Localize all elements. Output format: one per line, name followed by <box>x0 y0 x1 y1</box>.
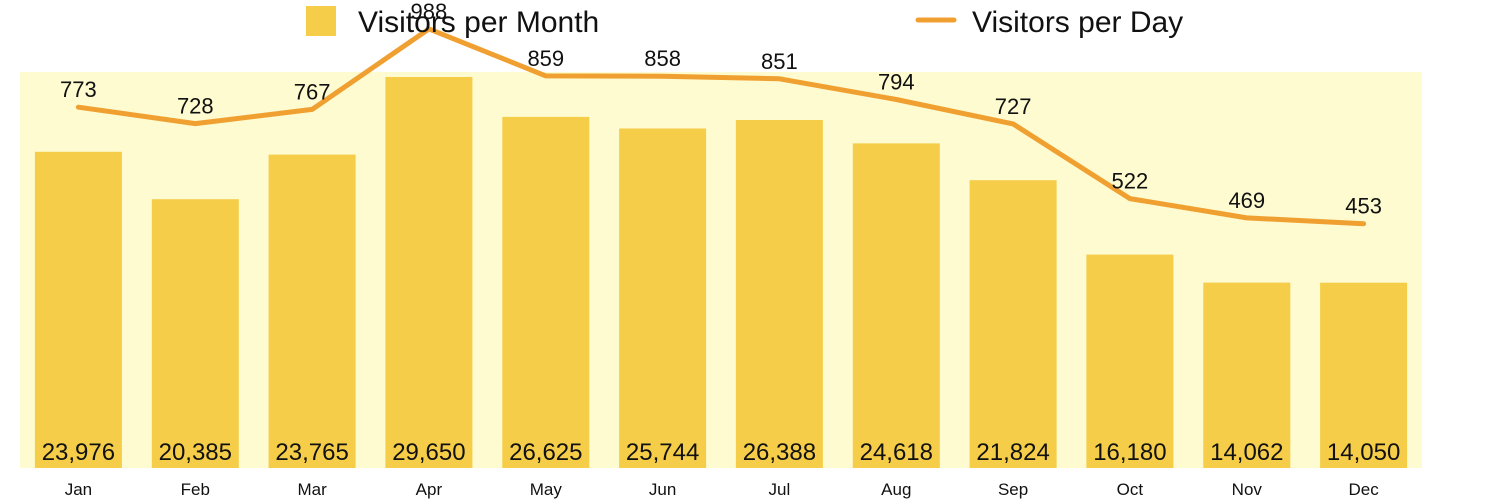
x-axis-ticks: Jan Feb Mar Apr May Jun Jul Aug Sep Oct Nov Dec <box>65 480 1380 499</box>
x-tick-label-jun: Jun <box>649 480 676 499</box>
x-tick-label-apr: Apr <box>416 480 443 499</box>
bar-value-label-apr: 29,650 <box>392 439 465 466</box>
x-tick-label-feb: Feb <box>181 480 210 499</box>
bar-labels: 23,976 20,385 23,765 29,650 26,625 25,744 26,3… <box>42 439 1401 466</box>
bar-value-label-feb: 20,385 <box>159 439 232 466</box>
bar-aug <box>852 143 940 468</box>
bar-value-label-nov: 14,062 <box>1210 439 1283 466</box>
x-tick-label-jan: Jan <box>65 480 92 499</box>
bar-value-label-dec: 14,050 <box>1327 439 1400 466</box>
bar-series <box>34 77 1408 469</box>
x-tick-label-mar: Mar <box>297 480 327 499</box>
bar-may <box>502 116 590 469</box>
line-value-label-oct: 522 <box>1112 169 1149 194</box>
line-value-label-jan: 773 <box>60 77 97 102</box>
bar-value-label-aug: 24,618 <box>860 439 933 466</box>
bar-jun <box>619 128 707 468</box>
bar-jul <box>735 120 823 468</box>
x-tick-label-aug: Aug <box>881 480 911 499</box>
legend-label-bar: Visitors per Month <box>358 6 599 39</box>
line-value-label-nov: 469 <box>1228 188 1265 213</box>
legend: Visitors per Month Visitors per Day <box>306 6 1183 39</box>
legend-swatch-bar <box>306 6 336 36</box>
bar-value-label-jun: 25,744 <box>626 439 699 466</box>
x-tick-label-jul: Jul <box>769 480 791 499</box>
line-value-label-sep: 727 <box>995 94 1032 119</box>
bar-value-label-may: 26,625 <box>509 439 582 466</box>
bar-apr <box>385 77 473 468</box>
visitors-per-day-line <box>75 26 1367 227</box>
line-value-label-dec: 453 <box>1345 194 1382 219</box>
bar-sep <box>969 180 1057 468</box>
bar-feb <box>151 199 239 468</box>
line-value-label-jul: 851 <box>761 49 798 74</box>
bar-mar <box>268 154 356 468</box>
line-series <box>75 26 1367 227</box>
x-tick-label-oct: Oct <box>1117 480 1144 499</box>
x-tick-label-nov: Nov <box>1232 480 1263 499</box>
line-labels: 773 728 767 988 859 858 851 794 727 522 469 453 <box>60 0 1382 219</box>
line-value-label-aug: 794 <box>878 70 915 95</box>
bar-dec <box>1320 282 1408 468</box>
bar-value-label-mar: 23,765 <box>275 439 348 466</box>
bar-nov <box>1203 282 1291 468</box>
legend-label-line: Visitors per Day <box>972 6 1183 39</box>
plot-background <box>20 72 1422 468</box>
x-tick-label-may: May <box>530 480 563 499</box>
bar-value-label-jul: 26,388 <box>743 439 816 466</box>
line-value-label-mar: 767 <box>294 79 331 104</box>
bar-value-label-jan: 23,976 <box>42 439 115 466</box>
bar-oct <box>1086 254 1174 468</box>
line-value-label-apr: 988 <box>411 0 448 24</box>
line-value-label-jun: 858 <box>644 46 681 71</box>
x-tick-label-sep: Sep <box>998 480 1028 499</box>
bar-value-label-oct: 16,180 <box>1093 439 1166 466</box>
line-value-label-may: 859 <box>527 46 564 71</box>
bar-jan <box>34 151 122 469</box>
line-value-label-feb: 728 <box>177 94 214 119</box>
bar-value-label-sep: 21,824 <box>976 439 1049 466</box>
x-tick-label-dec: Dec <box>1348 480 1379 499</box>
